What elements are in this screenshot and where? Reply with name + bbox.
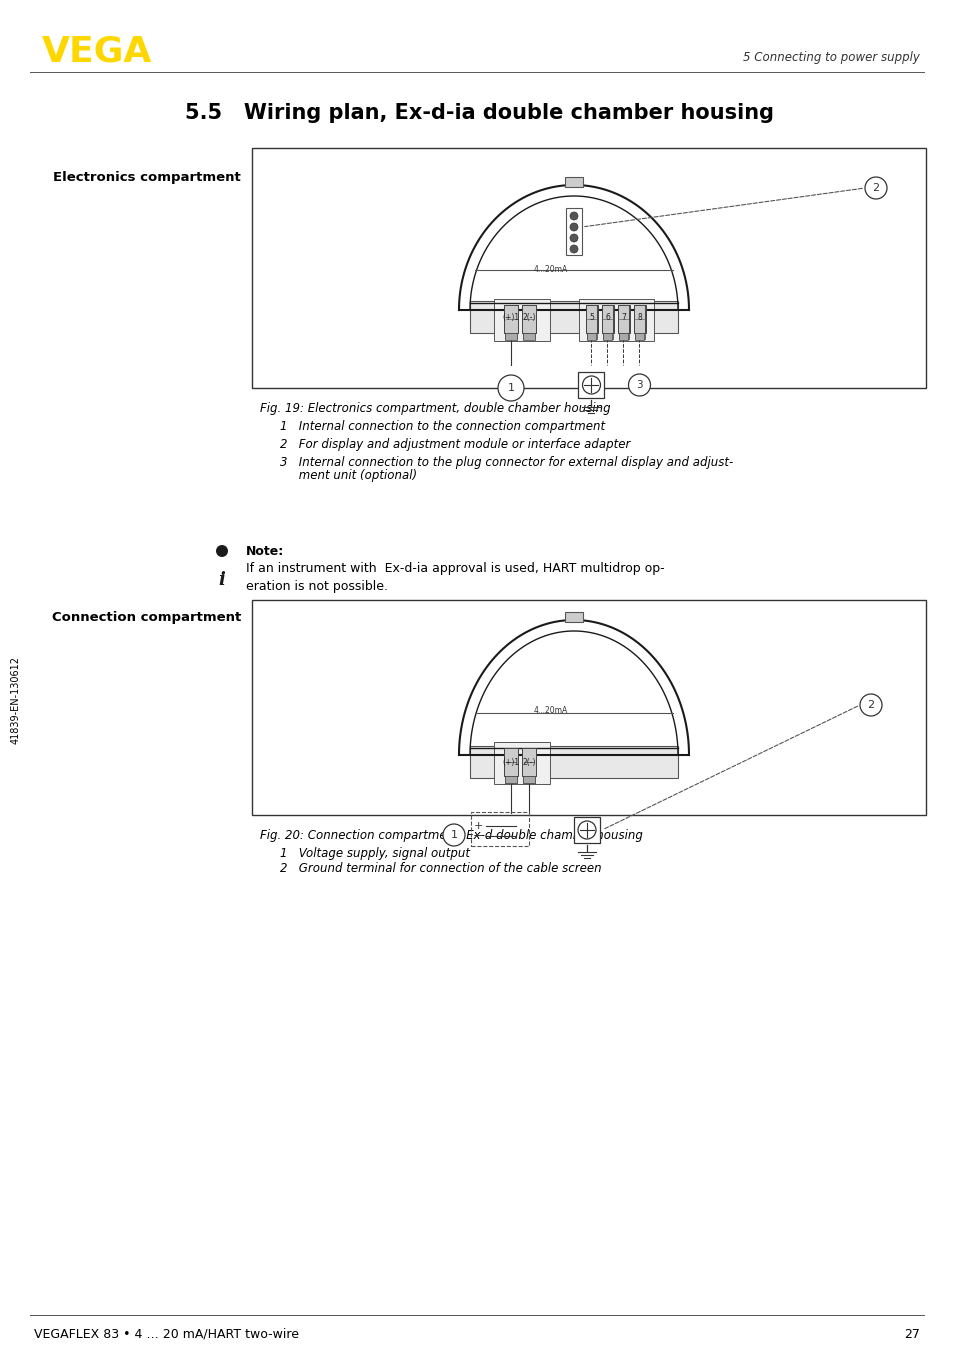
Bar	[602, 333, 613, 338]
Text: Fig. 19: Electronics compartment, double chamber housing: Fig. 19: Electronics compartment, double…	[260, 402, 610, 414]
Circle shape	[864, 177, 886, 199]
Circle shape	[497, 375, 523, 401]
Bar	[503, 747, 517, 776]
Bar	[601, 305, 613, 333]
Bar	[635, 333, 643, 340]
Text: Note:: Note:	[246, 546, 284, 558]
Bar	[565, 209, 581, 255]
Bar	[522, 776, 535, 783]
Text: Electronics compartment: Electronics compartment	[53, 172, 240, 184]
Text: 5: 5	[588, 313, 594, 322]
Bar	[586, 333, 597, 338]
Bar	[578, 372, 604, 398]
Bar	[585, 305, 597, 333]
Text: 8: 8	[637, 313, 641, 322]
Bar	[635, 333, 644, 338]
Circle shape	[442, 825, 464, 846]
Bar	[618, 305, 629, 333]
Text: 4...20mA: 4...20mA	[534, 265, 568, 274]
Text: Connection compartment: Connection compartment	[52, 612, 241, 624]
Bar	[504, 776, 517, 783]
Bar	[522, 333, 535, 340]
Text: 1: 1	[507, 383, 514, 393]
Text: 6: 6	[604, 313, 609, 322]
Bar	[564, 612, 582, 621]
Circle shape	[569, 245, 578, 253]
Text: 2(-): 2(-)	[521, 313, 536, 322]
Bar	[522, 776, 535, 783]
Bar	[521, 305, 536, 333]
Text: 3: 3	[636, 380, 642, 390]
Bar	[470, 301, 678, 333]
Text: 27: 27	[903, 1327, 919, 1340]
Text: 41839-EN-130612: 41839-EN-130612	[11, 655, 21, 743]
Text: 2: 2	[872, 183, 879, 194]
Bar	[578, 299, 654, 341]
Bar	[494, 299, 550, 341]
Bar	[504, 776, 517, 783]
Bar	[504, 333, 517, 340]
Bar	[471, 812, 529, 846]
Bar	[634, 305, 644, 333]
Text: −: −	[473, 831, 482, 841]
Text: 3   Internal connection to the plug connector for external display and adjust-: 3 Internal connection to the plug connec…	[280, 456, 733, 468]
Bar	[504, 333, 517, 338]
Text: 7: 7	[620, 313, 625, 322]
Text: VEGAFLEX 83 • 4 … 20 mA/HART two-wire: VEGAFLEX 83 • 4 … 20 mA/HART two-wire	[34, 1327, 298, 1340]
Bar	[252, 600, 925, 815]
Text: 1   Voltage supply, signal output: 1 Voltage supply, signal output	[280, 848, 470, 860]
Text: 5 Connecting to power supply: 5 Connecting to power supply	[742, 51, 919, 65]
Text: 2   For display and adjustment module or interface adapter: 2 For display and adjustment module or i…	[280, 437, 630, 451]
Bar	[634, 305, 645, 333]
Bar	[618, 333, 627, 340]
Circle shape	[582, 376, 599, 394]
Circle shape	[628, 374, 650, 395]
Bar	[574, 816, 599, 844]
Bar	[522, 333, 535, 338]
Bar	[503, 305, 517, 333]
Circle shape	[578, 821, 596, 839]
Bar	[618, 305, 628, 333]
Text: 5.5   Wiring plan, Ex-d-ia double chamber housing: 5.5 Wiring plan, Ex-d-ia double chamber …	[185, 103, 774, 123]
Bar	[521, 747, 536, 776]
Bar	[521, 305, 536, 333]
Text: 1: 1	[450, 830, 457, 839]
Text: 2(-): 2(-)	[521, 758, 536, 766]
Circle shape	[569, 234, 578, 242]
Text: i: i	[218, 571, 225, 589]
Text: VEGA: VEGA	[42, 35, 152, 69]
Text: 2: 2	[866, 700, 874, 709]
Text: (+)1: (+)1	[502, 313, 519, 322]
Text: ment unit (optional): ment unit (optional)	[280, 468, 416, 482]
Text: If an instrument with  Ex-d-ia approval is used, HART multidrop op-
eration is n: If an instrument with Ex-d-ia approval i…	[246, 562, 664, 593]
Text: Fig. 20: Connection compartment, Ex-d double chamber housing: Fig. 20: Connection compartment, Ex-d do…	[260, 829, 642, 842]
Bar	[503, 305, 517, 333]
Text: (+)1: (+)1	[502, 758, 519, 766]
Circle shape	[215, 546, 228, 556]
Bar	[586, 333, 596, 340]
Circle shape	[859, 695, 882, 716]
Bar	[564, 177, 582, 187]
Bar	[252, 148, 925, 389]
Circle shape	[569, 213, 578, 219]
Bar	[503, 747, 517, 776]
Bar	[521, 747, 536, 776]
Circle shape	[569, 223, 578, 232]
Text: 2   Ground terminal for connection of the cable screen: 2 Ground terminal for connection of the …	[280, 862, 601, 875]
Bar	[470, 746, 678, 779]
Bar	[494, 742, 550, 784]
Bar	[601, 305, 614, 333]
Bar	[618, 333, 628, 338]
Bar	[585, 305, 598, 333]
Text: 4...20mA: 4...20mA	[534, 705, 568, 715]
Bar	[602, 333, 612, 340]
Text: +: +	[473, 821, 482, 831]
Text: 1   Internal connection to the connection compartment: 1 Internal connection to the connection …	[280, 420, 604, 433]
